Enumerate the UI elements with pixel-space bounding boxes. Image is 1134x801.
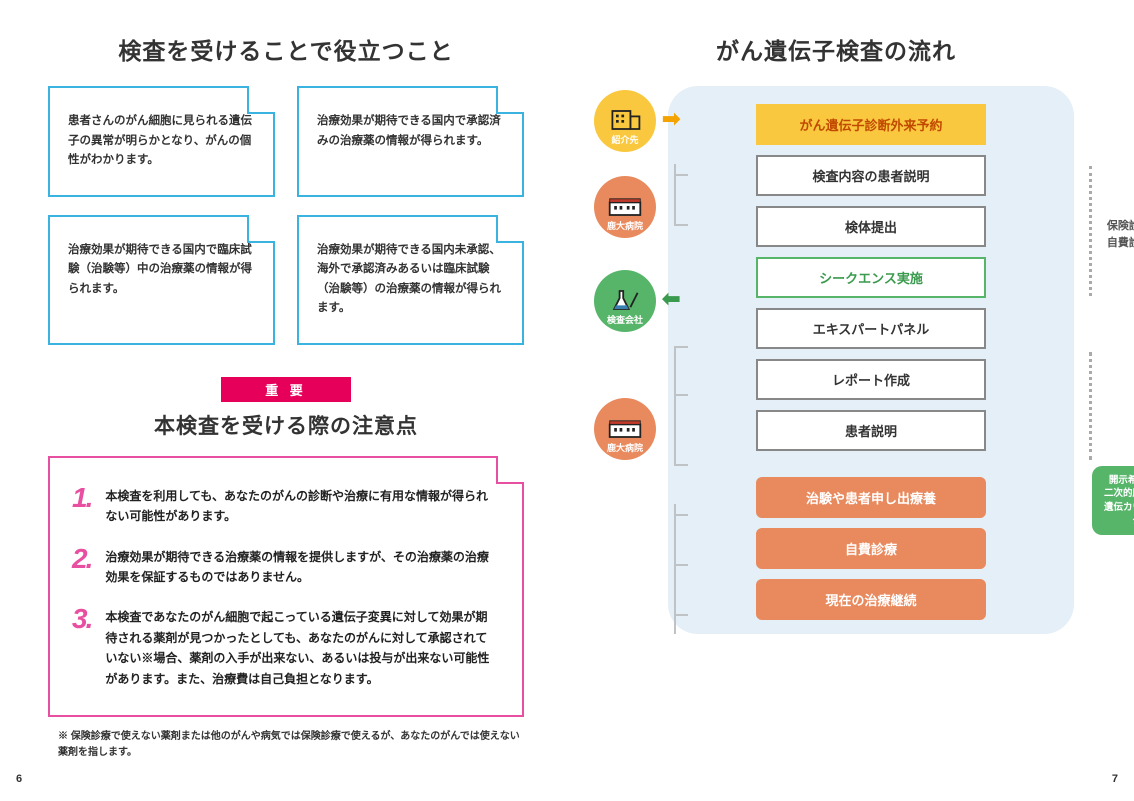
- badge-hospital-2: 鹿大病院: [594, 398, 656, 460]
- important-badge: 重 要: [221, 377, 351, 402]
- step-continue: 現在の治療継続: [756, 579, 986, 620]
- hospital-icon: [607, 415, 643, 441]
- connector-branch: [674, 564, 688, 566]
- step-patient: 患者説明: [756, 410, 986, 451]
- caution-text: 本検査を利用しても、あなたのがんの診断や治療に有用な情報が得られない可能性があり…: [105, 484, 492, 527]
- connector-branch: [674, 174, 688, 176]
- step-submit: 検体提出: [756, 206, 986, 247]
- flask-icon: [607, 287, 643, 313]
- step-panel: エキスパートパネル: [756, 308, 986, 349]
- counseling-callout: 開示希望により 二次的所見を説明 遺伝カウンセリングへ: [1092, 466, 1134, 535]
- badge-hospital: 鹿大病院: [594, 176, 656, 238]
- benefit-text: 治療効果が期待できる国内未承認、海外で承認済みあるいは臨床試験（治験等）の治療薬…: [317, 244, 501, 315]
- flow-column: がん遺伝子診断外来予約 検査内容の患者説明 検体提出 シークエンス実施 エキスパ…: [682, 104, 1060, 620]
- step-trial: 治験や患者申し出療養: [756, 477, 986, 518]
- connector-branch: [674, 464, 688, 466]
- caution-num: 2.: [72, 545, 91, 573]
- right-title: がん遺伝子検査の流れ: [598, 32, 1074, 66]
- page-number: 7: [1112, 773, 1118, 785]
- badge-label: 鹿大病院: [607, 219, 643, 232]
- flow-wrap: がん遺伝子診断外来予約 検査内容の患者説明 検体提出 シークエンス実施 エキスパ…: [598, 86, 1074, 634]
- bracket-line: [1089, 352, 1092, 460]
- badge-label: 検査会社: [607, 313, 643, 326]
- benefit-text: 患者さんのがん細胞に見られる遺伝子の異常が明らかとなり、がんの個性がわかります。: [68, 115, 252, 166]
- benefit-text: 治療効果が期待できる国内で臨床試験（治験等）中の治療薬の情報が得られます。: [68, 244, 252, 295]
- connector-branch: [674, 514, 688, 516]
- caution-text: 治療効果が期待できる治療薬の情報を提供しますが、その治療薬の治療効果を保証するも…: [105, 545, 492, 588]
- step-selfpay: 自費診療: [756, 528, 986, 569]
- caution-text: 本検査であなたのがん細胞で起こっている遺伝子変異に対して効果が期待される薬剤が見…: [105, 605, 492, 689]
- connector-line: [674, 346, 676, 466]
- badge-label: 紹介先: [611, 133, 638, 146]
- page-left: 検査を受けることで役立つこと 患者さんのがん細胞に見られる遺伝子の異常が明らかと…: [0, 0, 572, 801]
- badge-label: 鹿大病院: [607, 441, 643, 454]
- benefit-text: 治療効果が期待できる国内で承認済みの治療薬の情報が得られます。: [317, 115, 501, 147]
- bracket-line: [1089, 166, 1092, 296]
- footnote: ※ 保険診療で使えない薬剤または他のがんや病気では保険診療で使えるが、あなたのが…: [48, 729, 524, 761]
- arrow-right-icon: ➡: [662, 106, 680, 132]
- connector-branch: [674, 346, 688, 348]
- benefit-card: 治療効果が期待できる国内未承認、海外で承認済みあるいは臨床試験（治験等）の治療薬…: [297, 215, 524, 345]
- caution-item: 1. 本検査を利用しても、あなたのがんの診断や治療に有用な情報が得られない可能性…: [72, 484, 492, 527]
- step-reserve: がん遺伝子診断外来予約: [756, 104, 986, 145]
- building-icon: [607, 107, 643, 133]
- step-sequence: シークエンス実施: [756, 257, 986, 298]
- arrow-left-icon: ⬅: [662, 286, 680, 312]
- caution-num: 3.: [72, 605, 91, 633]
- badge-lab: 検査会社: [594, 270, 656, 332]
- caution-box: 1. 本検査を利用しても、あなたのがんの診断や治療に有用な情報が得られない可能性…: [48, 456, 524, 715]
- connector-branch: [674, 614, 688, 616]
- duration-annot-1: 保険診療は7週間 自費診療は3週間: [1107, 218, 1134, 251]
- caution-item: 3. 本検査であなたのがん細胞で起こっている遺伝子変異に対して効果が期待される薬…: [72, 605, 492, 689]
- caution-num: 1.: [72, 484, 91, 512]
- connector-branch: [674, 224, 688, 226]
- flow-area: がん遺伝子診断外来予約 検査内容の患者説明 検体提出 シークエンス実施 エキスパ…: [668, 86, 1074, 634]
- caution-title: 本検査を受ける際の注意点: [48, 410, 524, 440]
- page-right: がん遺伝子検査の流れ がん遺伝子診断外来予約 検査内容の患者説明 検体提出 シー…: [572, 0, 1134, 801]
- benefit-card: 治療効果が期待できる国内で承認済みの治療薬の情報が得られます。: [297, 86, 524, 197]
- benefit-card: 患者さんのがん細胞に見られる遺伝子の異常が明らかとなり、がんの個性がわかります。: [48, 86, 275, 197]
- connector-branch: [674, 394, 688, 396]
- page-number: 6: [16, 773, 22, 785]
- caution-item: 2. 治療効果が期待できる治療薬の情報を提供しますが、その治療薬の治療効果を保証…: [72, 545, 492, 588]
- step-report: レポート作成: [756, 359, 986, 400]
- benefit-grid: 患者さんのがん細胞に見られる遺伝子の異常が明らかとなり、がんの個性がわかります。…: [48, 86, 524, 345]
- step-explain: 検査内容の患者説明: [756, 155, 986, 196]
- left-title: 検査を受けることで役立つこと: [48, 32, 524, 66]
- badge-referral: 紹介先: [594, 90, 656, 152]
- benefit-card: 治療効果が期待できる国内で臨床試験（治験等）中の治療薬の情報が得られます。: [48, 215, 275, 345]
- hospital-icon: [607, 193, 643, 219]
